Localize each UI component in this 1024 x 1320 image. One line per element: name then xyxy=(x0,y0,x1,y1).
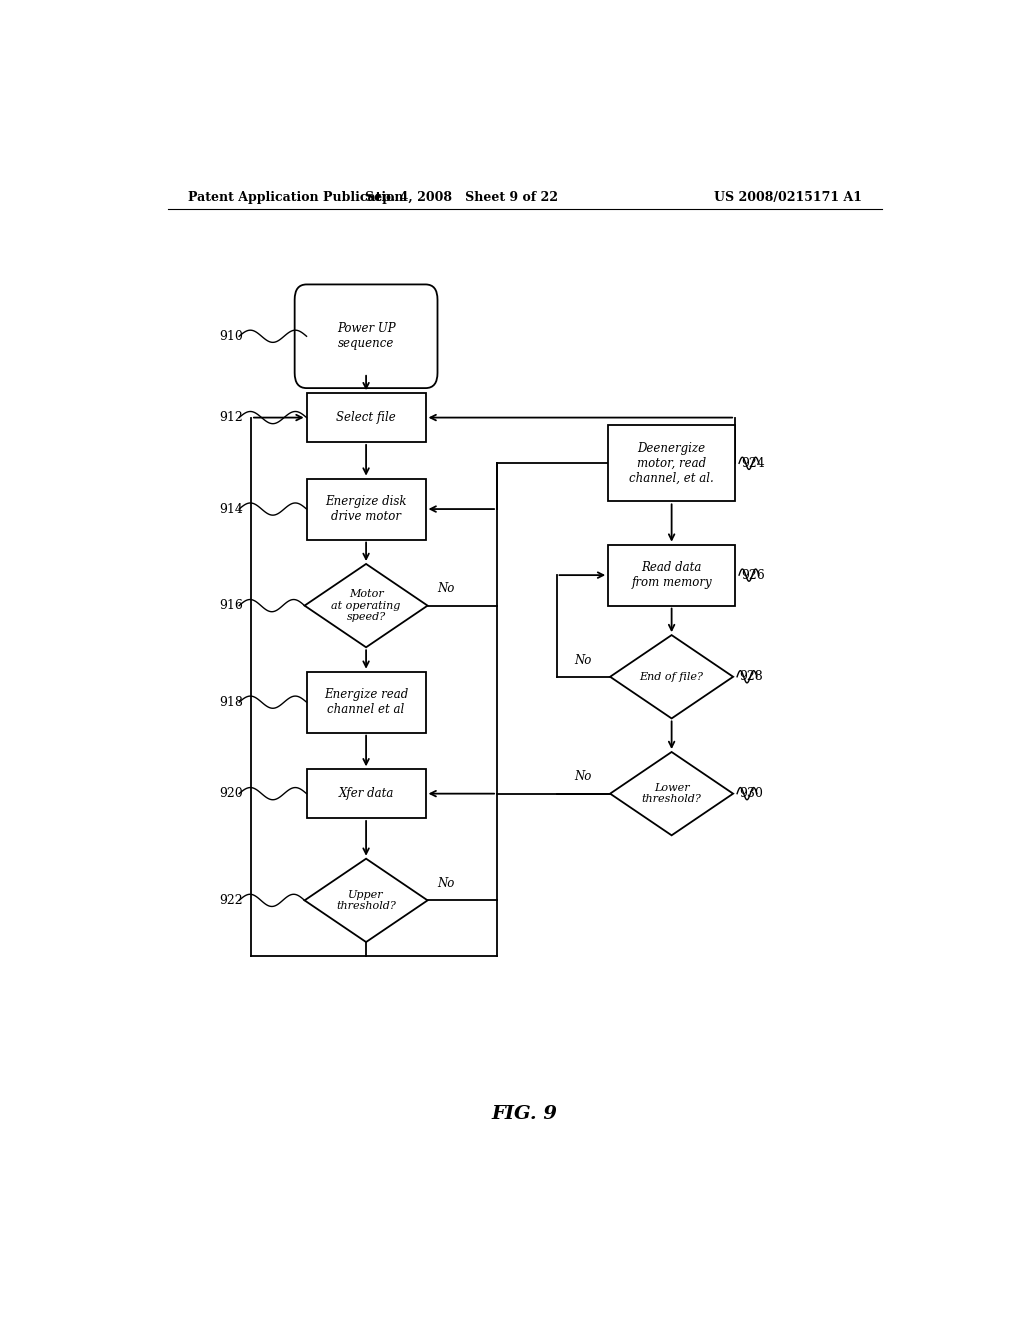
Text: Patent Application Publication: Patent Application Publication xyxy=(187,190,403,203)
Bar xyxy=(306,393,426,442)
Text: Upper
threshold?: Upper threshold? xyxy=(336,890,396,911)
Text: 928: 928 xyxy=(739,671,763,684)
Bar xyxy=(608,425,735,502)
Bar xyxy=(608,545,735,606)
Text: 922: 922 xyxy=(219,894,243,907)
Text: Read data
from memory: Read data from memory xyxy=(632,561,712,589)
Polygon shape xyxy=(304,564,428,647)
Text: Lower
threshold?: Lower threshold? xyxy=(642,783,701,804)
Text: 930: 930 xyxy=(739,787,763,800)
Text: No: No xyxy=(437,878,455,890)
Text: Deenergize
motor, read
channel, et al.: Deenergize motor, read channel, et al. xyxy=(629,442,714,484)
Text: 912: 912 xyxy=(219,411,243,424)
Bar xyxy=(306,672,426,733)
Text: Xfer data: Xfer data xyxy=(338,787,394,800)
Text: End of file?: End of file? xyxy=(640,672,703,681)
Bar xyxy=(306,770,426,818)
Text: US 2008/0215171 A1: US 2008/0215171 A1 xyxy=(714,190,862,203)
Text: FIG. 9: FIG. 9 xyxy=(492,1105,558,1123)
Text: No: No xyxy=(437,582,455,595)
Polygon shape xyxy=(610,635,733,718)
Text: Sep. 4, 2008   Sheet 9 of 22: Sep. 4, 2008 Sheet 9 of 22 xyxy=(365,190,558,203)
Text: No: No xyxy=(574,771,592,784)
Text: 916: 916 xyxy=(219,599,243,612)
Text: 926: 926 xyxy=(741,569,765,582)
FancyBboxPatch shape xyxy=(295,284,437,388)
Text: Power UP
sequence: Power UP sequence xyxy=(337,322,395,350)
Text: Select file: Select file xyxy=(336,411,396,424)
Text: Energize read
channel et al: Energize read channel et al xyxy=(324,688,409,717)
Text: 920: 920 xyxy=(219,787,243,800)
Text: Energize disk
drive motor: Energize disk drive motor xyxy=(326,495,407,523)
Polygon shape xyxy=(304,859,428,942)
Bar xyxy=(306,479,426,540)
Text: No: No xyxy=(574,653,592,667)
Polygon shape xyxy=(610,752,733,836)
Text: 910: 910 xyxy=(219,330,243,343)
Text: 924: 924 xyxy=(741,457,765,470)
Text: Motor
at operating
speed?: Motor at operating speed? xyxy=(332,589,400,622)
Text: 918: 918 xyxy=(219,696,243,709)
Text: 914: 914 xyxy=(219,503,243,516)
